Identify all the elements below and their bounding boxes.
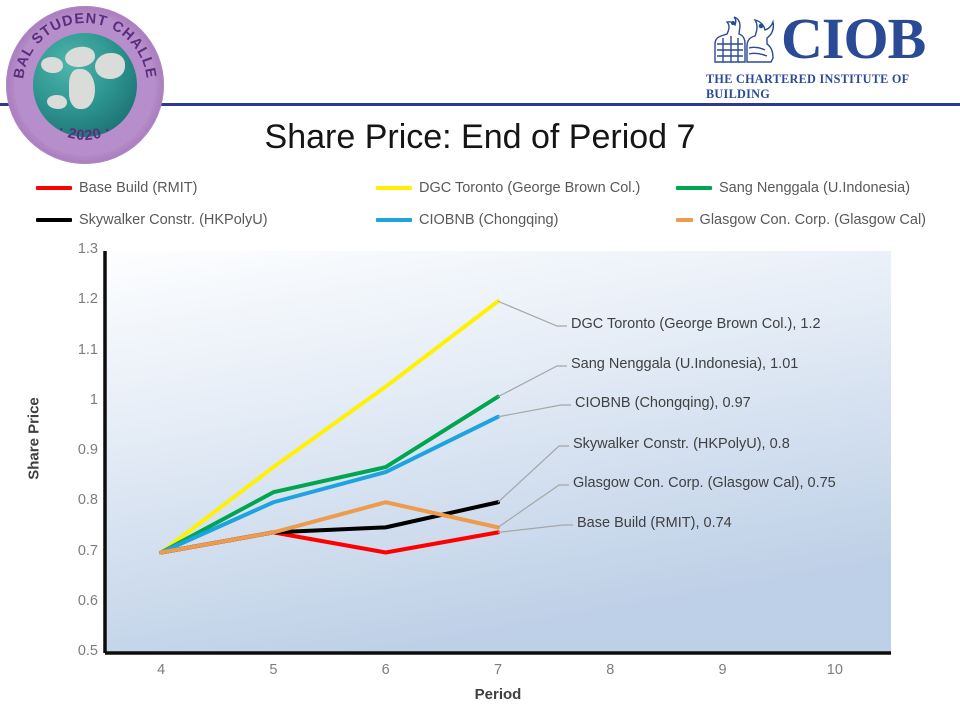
legend-row: Skywalker Constr. (HKPolyU) CIOBNB (Chon… bbox=[36, 204, 926, 236]
leader-line bbox=[497, 404, 571, 418]
ciob-wordmark: CIOB bbox=[781, 6, 926, 71]
y-axis-ticks: 0.5 0.6 0.7 0.8 0.9 1 1.1 1.2 1.3 bbox=[46, 0, 98, 720]
global-student-challenge-logo: GLOBAL STUDENT CHALLENGE · 2020 · bbox=[6, 6, 164, 164]
legend-label-sang-nenggala: Sang Nenggala (U.Indonesia) bbox=[719, 180, 911, 196]
header-divider bbox=[0, 103, 960, 106]
heraldic-crest-icon bbox=[714, 16, 775, 63]
y-tick-label: 0.6 bbox=[77, 592, 98, 609]
legend-label-base-build: Base Build (RMIT) bbox=[79, 180, 198, 196]
legend-item-ciobnb[interactable]: CIOBNB (Chongqing) bbox=[376, 212, 676, 228]
series-line bbox=[159, 500, 500, 555]
series-line bbox=[159, 299, 500, 555]
legend-label-ciobnb: CIOBNB (Chongqing) bbox=[419, 212, 559, 228]
leader-line bbox=[497, 365, 567, 398]
data-label: Base Build (RMIT), 0.74 bbox=[577, 515, 732, 531]
x-tick-label: 4 bbox=[157, 662, 166, 678]
legend-row: Base Build (RMIT) DGC Toronto (George Br… bbox=[36, 172, 926, 204]
logo-year-label: · 2020 · bbox=[55, 122, 114, 144]
y-tick-label: 0.9 bbox=[77, 442, 98, 458]
leader-line bbox=[497, 445, 569, 503]
data-label: Skywalker Constr. (HKPolyU), 0.8 bbox=[573, 436, 790, 452]
chart-legend: Base Build (RMIT) DGC Toronto (George Br… bbox=[36, 172, 926, 236]
globe-icon bbox=[33, 33, 137, 137]
y-tick-label: 1.2 bbox=[77, 291, 98, 308]
legend-label-dgc-toronto: DGC Toronto (George Brown Col.) bbox=[419, 180, 641, 196]
x-tick-label: 6 bbox=[381, 662, 390, 678]
series-line bbox=[159, 414, 500, 555]
y-tick-label: 1.3 bbox=[77, 241, 98, 257]
legend-item-skywalker[interactable]: Skywalker Constr. (HKPolyU) bbox=[36, 212, 376, 228]
legend-item-base-build[interactable]: Base Build (RMIT) bbox=[36, 180, 376, 196]
data-label: Sang Nenggala (U.Indonesia), 1.01 bbox=[571, 356, 799, 372]
series-lines bbox=[159, 299, 500, 555]
legend-swatch-dgc-toronto bbox=[376, 186, 412, 190]
x-tick-label: 8 bbox=[606, 662, 615, 678]
legend-swatch-ciobnb bbox=[376, 218, 412, 222]
legend-item-glasgow[interactable]: Glasgow Con. Corp. (Glasgow Cal) bbox=[676, 212, 926, 228]
legend-swatch-base-build bbox=[36, 186, 72, 190]
legend-item-dgc-toronto[interactable]: DGC Toronto (George Brown Col.) bbox=[376, 180, 676, 196]
x-tick-label: 7 bbox=[493, 662, 503, 678]
data-label: DGC Toronto (George Brown Col.), 1.2 bbox=[571, 316, 821, 332]
legend-item-sang-nenggala[interactable]: Sang Nenggala (U.Indonesia) bbox=[676, 180, 926, 196]
leader-line bbox=[497, 524, 573, 533]
legend-swatch-glasgow bbox=[676, 218, 693, 222]
data-label: CIOBNB (Chongqing), 0.97 bbox=[575, 395, 751, 411]
leader-line bbox=[497, 300, 567, 327]
x-tick-label: 5 bbox=[269, 662, 278, 678]
series-line bbox=[159, 394, 500, 555]
legend-label-glasgow: Glasgow Con. Corp. (Glasgow Cal) bbox=[699, 212, 926, 228]
ciob-logo: CIOB THE CHARTERED INSTITUTE OF BUILDING bbox=[705, 6, 950, 102]
y-tick-label: 0.8 bbox=[77, 492, 98, 509]
y-tick-label: 1.1 bbox=[77, 341, 98, 358]
legend-swatch-skywalker bbox=[36, 218, 72, 222]
x-tick-label: 10 bbox=[826, 662, 843, 678]
x-axis-title: Period bbox=[474, 686, 522, 703]
annotation-leader-lines bbox=[497, 300, 573, 533]
y-tick-label: 0.5 bbox=[77, 643, 98, 659]
legend-swatch-sang-nenggala bbox=[676, 186, 712, 190]
y-tick-label: 1 bbox=[89, 391, 98, 408]
leader-line bbox=[497, 484, 569, 528]
logo-arc-label: GLOBAL STUDENT CHALLENGE bbox=[6, 6, 159, 80]
plot-background bbox=[105, 251, 891, 653]
x-tick-label: 9 bbox=[718, 662, 727, 678]
logo-arc-text: GLOBAL STUDENT CHALLENGE · 2020 · bbox=[6, 6, 159, 144]
page-title: Share Price: End of Period 7 bbox=[264, 118, 696, 156]
ciob-tagline: THE CHARTERED INSTITUTE OF BUILDING bbox=[706, 72, 909, 101]
data-label: Glasgow Con. Corp. (Glasgow Cal), 0.75 bbox=[573, 475, 836, 491]
legend-label-skywalker: Skywalker Constr. (HKPolyU) bbox=[79, 212, 268, 228]
y-tick-label: 0.7 bbox=[77, 542, 98, 559]
